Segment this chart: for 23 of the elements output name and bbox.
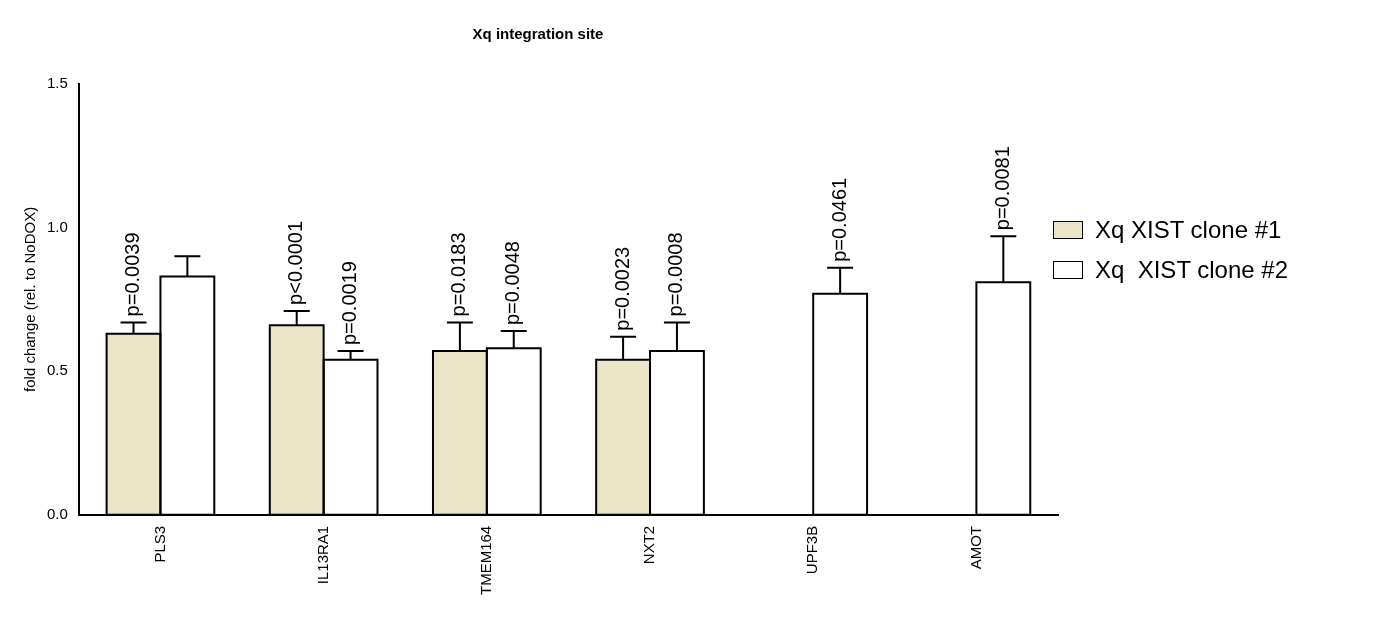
chart-title: Xq integration site bbox=[472, 25, 604, 43]
x-tick-label: AMOT bbox=[966, 525, 984, 570]
annotation: p=0.0008 bbox=[664, 232, 687, 317]
annotation: p=0.0461 bbox=[827, 177, 850, 262]
annotation: p=0.0048 bbox=[501, 241, 524, 325]
y-tick-label: 1.0 bbox=[46, 217, 68, 235]
x-tick-label: NXT2 bbox=[640, 525, 658, 565]
y-axis-title: fold change (rel. to NoDOX) bbox=[21, 206, 39, 392]
y-tick-label: 1.5 bbox=[46, 74, 68, 92]
annotation: p=0.0081 bbox=[990, 146, 1013, 231]
annotation: p=0.0183 bbox=[447, 232, 470, 317]
y-tick-label: 0.0 bbox=[46, 504, 68, 522]
y-tick-label: 0.5 bbox=[46, 361, 68, 379]
x-tick-label: IL13RA1 bbox=[313, 525, 331, 585]
legend-label: Xq XIST clone #1 bbox=[1095, 216, 1282, 244]
x-tick-label: TMEM164 bbox=[476, 525, 494, 595]
annotation: p=0.0019 bbox=[338, 261, 361, 346]
annotation: p=0.0039 bbox=[121, 232, 144, 317]
x-tick-label: UPF3B bbox=[803, 525, 821, 575]
x-tick-label: PLS3 bbox=[150, 525, 168, 563]
text: Xq XIST clone #2 bbox=[1095, 256, 1289, 284]
annotation: p<0.0001 bbox=[284, 220, 307, 305]
annotation: p=0.0023 bbox=[610, 246, 633, 331]
